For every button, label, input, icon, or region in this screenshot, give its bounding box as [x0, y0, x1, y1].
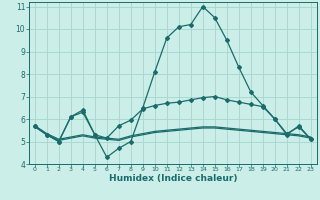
X-axis label: Humidex (Indice chaleur): Humidex (Indice chaleur)	[108, 174, 237, 183]
